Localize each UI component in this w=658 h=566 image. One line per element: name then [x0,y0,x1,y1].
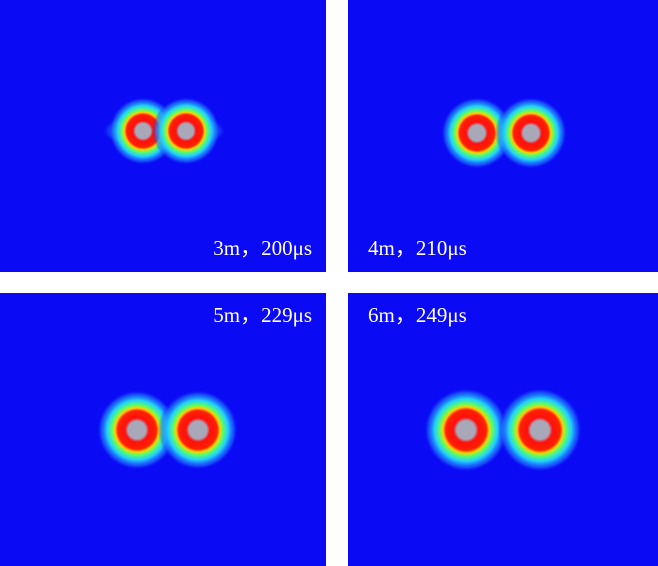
panel-label: 6m，249μs [368,303,467,327]
panel-label: 5m，229μs [213,303,312,327]
field-blob [495,97,567,169]
field-blob [152,97,220,165]
field-blob [498,388,582,472]
field-plot [97,390,238,470]
field-blob [441,97,513,169]
field-plot [102,97,226,165]
panel: 5m，229μs [0,293,326,566]
field-plot [424,388,582,472]
panel: 4m，210μs [348,0,658,272]
panel-label: 4m，210μs [368,236,467,260]
field-blob [424,388,508,472]
panel: 6m，249μs [348,293,658,566]
field-blob [97,390,177,470]
panel-label: 3m，200μs [213,236,312,260]
field-blob [158,390,238,470]
field-plot [441,97,567,169]
panel: 3m，200μs [0,0,326,272]
